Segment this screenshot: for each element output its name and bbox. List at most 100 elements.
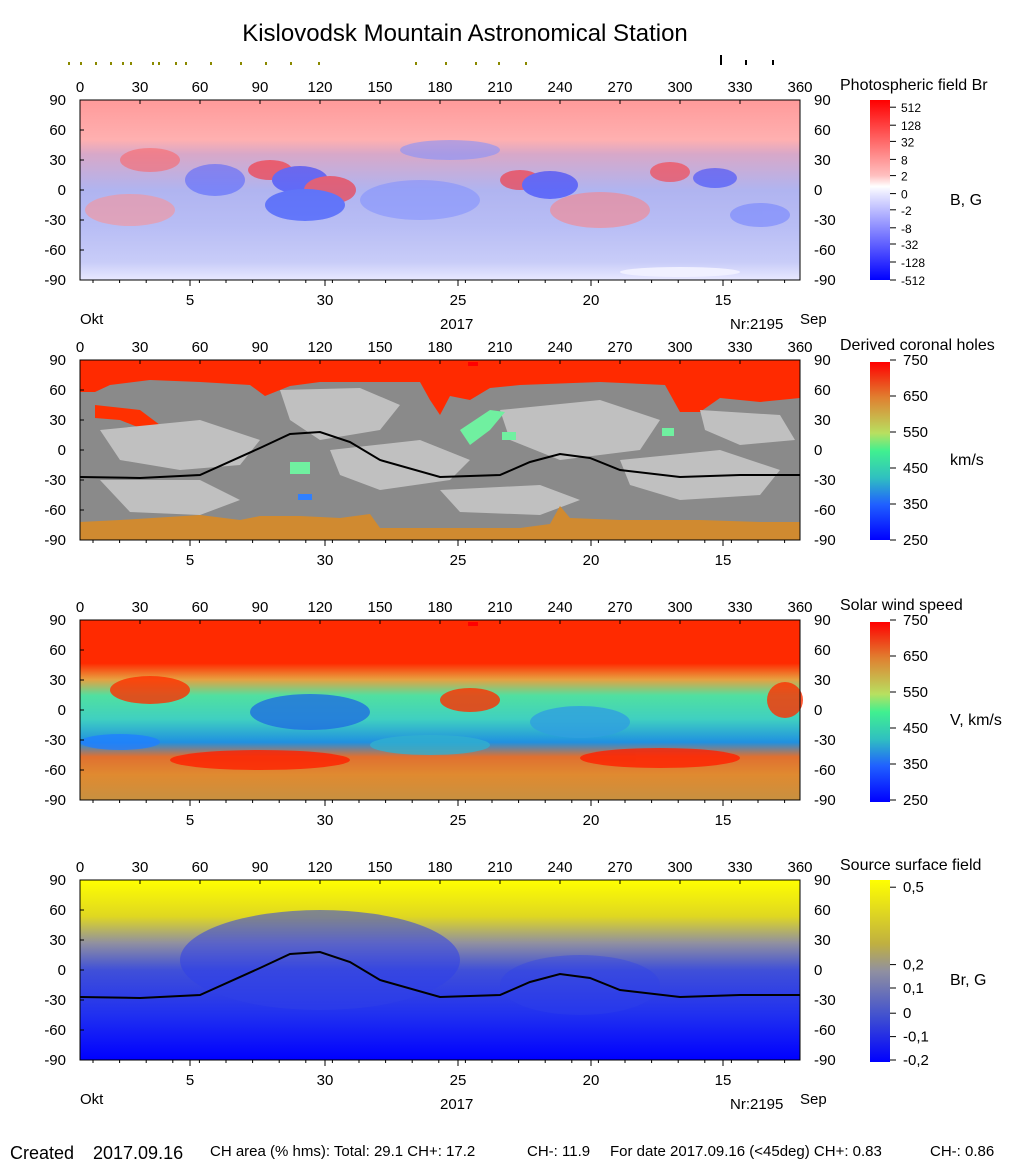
latitude-tick-label-left: 60 bbox=[49, 642, 66, 659]
latitude-tick-label-left: 30 bbox=[49, 412, 66, 429]
latitude-tick-label-left: -60 bbox=[44, 242, 66, 259]
latitude-tick-label-left: 0 bbox=[58, 442, 66, 459]
longitude-tick-label: 240 bbox=[547, 79, 572, 96]
colorbar-coronal-holes bbox=[870, 362, 890, 540]
rotation-label-bottom: Nr:2195 bbox=[730, 1096, 784, 1113]
latitude-tick-label-right: -60 bbox=[814, 762, 836, 779]
longitude-tick-label: 60 bbox=[192, 339, 209, 356]
unit-solar-wind: V, km/s bbox=[950, 712, 1002, 729]
source-surface-map bbox=[79, 879, 801, 1061]
date-tick-label: 15 bbox=[715, 1072, 732, 1089]
latitude-tick-label-right: 90 bbox=[814, 352, 831, 369]
latitude-tick-label-left: 90 bbox=[49, 872, 66, 889]
date-tick-label: 25 bbox=[450, 292, 467, 309]
latitude-tick-label-right: 90 bbox=[814, 872, 831, 889]
date-tick-label: 30 bbox=[317, 292, 334, 309]
latitude-tick-label-left: 30 bbox=[49, 152, 66, 169]
latitude-tick-label-right: 90 bbox=[814, 92, 831, 109]
longitude-tick-label: 360 bbox=[787, 79, 812, 96]
latitude-tick-label-left: -90 bbox=[44, 532, 66, 549]
created-date: 2017.09.16 bbox=[93, 1143, 184, 1163]
latitude-tick-label-left: -30 bbox=[44, 472, 66, 489]
panel-title-coronal-holes: Derived coronal holes bbox=[840, 337, 995, 354]
latitude-tick-label-left: -90 bbox=[44, 1052, 66, 1069]
month-label-left-bottom: Okt bbox=[80, 1091, 104, 1108]
date-tick-label: 30 bbox=[317, 1072, 334, 1089]
latitude-tick-label-right: -90 bbox=[814, 532, 836, 549]
longitude-tick-label: 210 bbox=[487, 79, 512, 96]
latitude-tick-label-left: 0 bbox=[58, 962, 66, 979]
longitude-tick-label: 270 bbox=[607, 599, 632, 616]
longitude-tick-label: 270 bbox=[607, 859, 632, 876]
longitude-tick-label: 120 bbox=[307, 339, 332, 356]
unit-source-surface: Br, G bbox=[950, 972, 987, 989]
latitude-tick-label-right: -90 bbox=[814, 1052, 836, 1069]
date-tick-label: 5 bbox=[186, 292, 194, 309]
latitude-tick-label-right: -90 bbox=[814, 792, 836, 809]
longitude-tick-label: 150 bbox=[367, 339, 392, 356]
longitude-tick-label: 240 bbox=[547, 859, 572, 876]
colorbar-tick-label: -2 bbox=[901, 204, 912, 218]
latitude-tick-label-right: 30 bbox=[814, 152, 831, 169]
latitude-tick-label-right: -30 bbox=[814, 732, 836, 749]
colorbar-tick-label: -8 bbox=[901, 222, 912, 236]
colorbar-tick-label: 128 bbox=[901, 119, 921, 133]
longitude-tick-label: 60 bbox=[192, 79, 209, 96]
colorbar-tick-label: 450 bbox=[903, 460, 928, 477]
ch-minus-summary: CH-: 11.9 bbox=[527, 1143, 591, 1160]
date-tick-label: 5 bbox=[186, 1072, 194, 1089]
latitude-tick-label-right: -30 bbox=[814, 472, 836, 489]
longitude-tick-label: 300 bbox=[667, 339, 692, 356]
longitude-tick-label: 210 bbox=[487, 859, 512, 876]
latitude-tick-label-left: -60 bbox=[44, 762, 66, 779]
latitude-tick-label-left: 90 bbox=[49, 612, 66, 629]
longitude-tick-label: 30 bbox=[132, 599, 149, 616]
longitude-tick-label: 30 bbox=[132, 339, 149, 356]
colorbar-tick-label: 2 bbox=[901, 170, 908, 184]
latitude-tick-label-left: 30 bbox=[49, 932, 66, 949]
latitude-tick-label-left: 90 bbox=[49, 92, 66, 109]
longitude-tick-label: 300 bbox=[667, 599, 692, 616]
longitude-tick-label: 210 bbox=[487, 599, 512, 616]
colorbar-tick-label: 350 bbox=[903, 496, 928, 513]
panel-title-solar-wind: Solar wind speed bbox=[840, 597, 963, 614]
longitude-tick-label: 360 bbox=[787, 339, 812, 356]
longitude-tick-label: 120 bbox=[307, 599, 332, 616]
colorbar-tick-label: 750 bbox=[903, 612, 928, 629]
colorbar-tick-label: 0 bbox=[903, 1005, 911, 1022]
date-tick-label: 25 bbox=[450, 552, 467, 569]
for-date-summary: For date 2017.09.16 (<45deg) CH+: 0.83 bbox=[610, 1143, 882, 1160]
created-label: Created bbox=[10, 1143, 75, 1163]
longitude-tick-label: 60 bbox=[192, 859, 209, 876]
colorbar-tick-label: 250 bbox=[903, 792, 928, 809]
colorbar-tick-label: -0,2 bbox=[903, 1052, 929, 1069]
colorbar-tick-label: 32 bbox=[901, 135, 915, 149]
longitude-tick-label: 90 bbox=[252, 599, 269, 616]
longitude-tick-label: 270 bbox=[607, 79, 632, 96]
panel-title-source-surface: Source surface field bbox=[840, 857, 982, 874]
date-tick-label: 20 bbox=[583, 1072, 600, 1089]
date-tick-label: 20 bbox=[583, 292, 600, 309]
longitude-tick-label: 360 bbox=[787, 859, 812, 876]
latitude-tick-label-left: -60 bbox=[44, 1022, 66, 1039]
latitude-tick-label-right: 30 bbox=[814, 932, 831, 949]
solar-wind-map bbox=[79, 619, 803, 801]
latitude-tick-label-left: 30 bbox=[49, 672, 66, 689]
unit-photospheric: B, G bbox=[950, 192, 983, 209]
longitude-tick-label: 0 bbox=[76, 339, 84, 356]
year-label: 2017 bbox=[440, 316, 474, 333]
observation-markers bbox=[68, 55, 774, 65]
date-tick-label: 20 bbox=[583, 552, 600, 569]
page-title: Kislovodsk Mountain Astronomical Station bbox=[242, 20, 688, 47]
latitude-tick-label-left: -30 bbox=[44, 212, 66, 229]
colorbar-tick-label: 0,2 bbox=[903, 957, 924, 974]
longitude-tick-label: 330 bbox=[727, 599, 752, 616]
longitude-tick-label: 240 bbox=[547, 599, 572, 616]
latitude-tick-label-right: 60 bbox=[814, 902, 831, 919]
colorbar-tick-label: 0,1 bbox=[903, 980, 924, 997]
latitude-tick-label-right: -60 bbox=[814, 242, 836, 259]
year-label-bottom: 2017 bbox=[440, 1096, 474, 1113]
longitude-tick-label: 300 bbox=[667, 79, 692, 96]
date-tick-label: 20 bbox=[583, 812, 600, 829]
date-tick-label: 15 bbox=[715, 292, 732, 309]
